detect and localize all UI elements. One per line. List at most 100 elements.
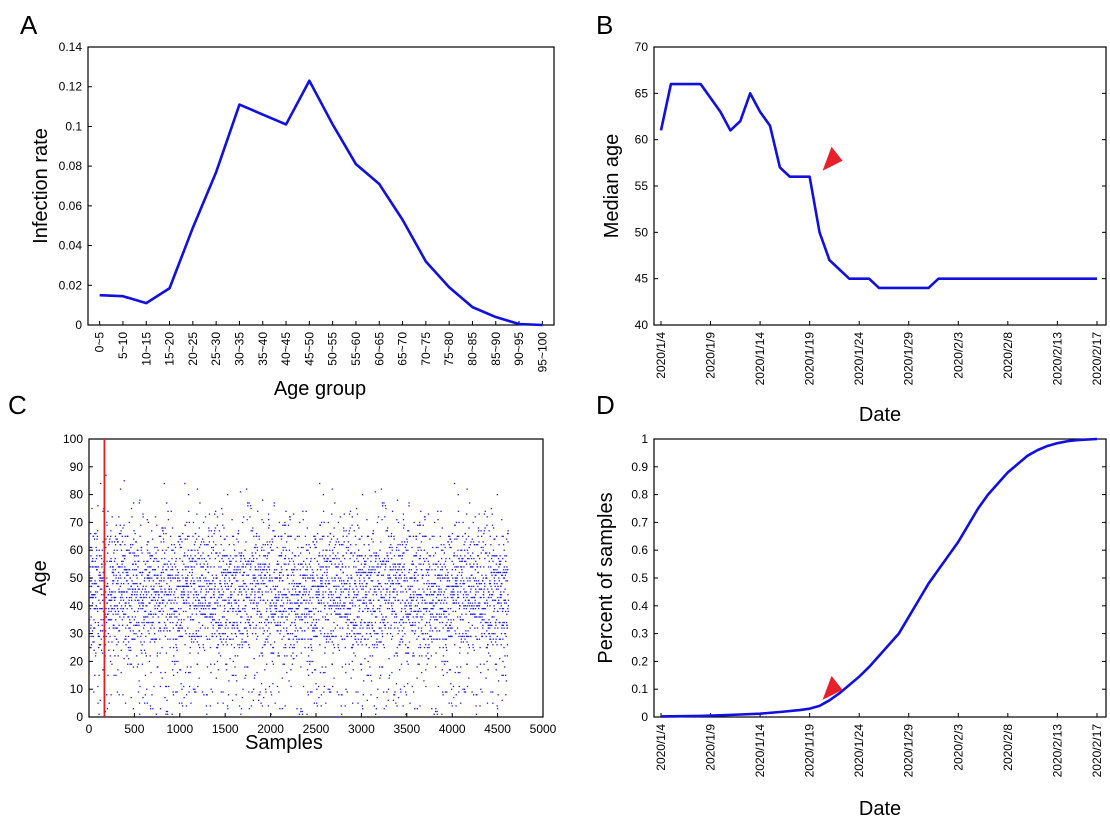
sample-point xyxy=(223,610,225,613)
sample-point xyxy=(292,652,294,654)
sample-point xyxy=(311,569,313,571)
sample-point xyxy=(333,635,335,638)
sample-point xyxy=(429,588,431,590)
sample-point xyxy=(225,638,228,640)
sample-point xyxy=(100,607,102,610)
sample-point xyxy=(472,646,474,649)
sample-point xyxy=(498,560,501,563)
sample-point xyxy=(128,627,130,629)
sample-point xyxy=(117,580,119,582)
sample-point xyxy=(356,574,358,576)
sample-point xyxy=(423,591,425,593)
sample-point xyxy=(277,535,280,537)
sample-point xyxy=(369,574,372,576)
sample-point xyxy=(156,607,159,610)
sample-point xyxy=(413,596,415,599)
sample-point xyxy=(338,605,340,607)
sample-point xyxy=(117,613,119,615)
sample-point xyxy=(453,552,455,554)
sample-point xyxy=(351,605,354,607)
x-tick-label: 15~20 xyxy=(163,332,177,366)
y-tick-label: 55 xyxy=(635,179,649,193)
sample-point xyxy=(106,521,108,524)
sample-point xyxy=(433,713,435,715)
sample-point xyxy=(450,541,453,543)
sample-point xyxy=(146,688,148,690)
sample-point xyxy=(314,669,317,671)
sample-point xyxy=(506,613,508,615)
sample-point xyxy=(91,566,93,568)
sample-point xyxy=(272,549,274,551)
sample-point xyxy=(484,527,486,529)
sample-point xyxy=(248,644,250,646)
sample-point xyxy=(483,602,486,604)
sample-point xyxy=(238,610,240,613)
sample-point xyxy=(339,516,342,518)
sample-point xyxy=(275,624,277,626)
sample-point xyxy=(290,607,292,610)
sample-point xyxy=(370,555,373,557)
sample-point xyxy=(301,602,303,604)
sample-point xyxy=(431,569,433,571)
sample-point xyxy=(214,582,216,585)
sample-point xyxy=(444,610,446,613)
sample-point xyxy=(150,638,152,640)
sample-point xyxy=(391,580,393,582)
sample-point xyxy=(421,569,423,571)
sample-point xyxy=(461,571,463,574)
sample-point xyxy=(125,571,127,574)
sample-point xyxy=(173,674,175,676)
sample-point xyxy=(254,594,256,596)
sample-point xyxy=(268,580,270,582)
sample-point xyxy=(278,594,280,596)
sample-point xyxy=(304,563,307,565)
sample-point xyxy=(154,594,157,596)
sample-point xyxy=(397,580,399,582)
sample-point xyxy=(154,599,156,601)
sample-point xyxy=(505,680,508,682)
sample-point xyxy=(318,552,321,554)
sample-point xyxy=(246,613,248,615)
sample-point xyxy=(195,630,197,632)
sample-point xyxy=(124,638,126,640)
sample-point xyxy=(158,560,160,563)
y-tick-label: 60 xyxy=(70,543,84,557)
sample-point xyxy=(435,546,438,549)
sample-point xyxy=(124,577,126,579)
sample-point xyxy=(371,627,374,629)
sample-point xyxy=(196,607,198,610)
sample-point xyxy=(472,552,474,554)
sample-point xyxy=(111,607,113,610)
sample-point xyxy=(232,535,235,537)
sample-point xyxy=(207,535,210,537)
sample-point xyxy=(181,635,183,638)
sample-point xyxy=(264,544,266,546)
sample-point xyxy=(112,571,114,574)
sample-point xyxy=(293,646,295,649)
sample-point xyxy=(118,630,120,632)
sample-point xyxy=(287,524,290,526)
sample-point xyxy=(148,577,150,579)
sample-point xyxy=(257,510,259,512)
sample-point xyxy=(499,563,501,565)
sample-point xyxy=(353,530,355,532)
sample-point xyxy=(402,552,404,554)
sample-point xyxy=(328,635,331,638)
sample-point xyxy=(238,599,240,601)
sample-point xyxy=(242,566,244,568)
sample-point xyxy=(376,616,378,618)
sample-point xyxy=(110,694,112,696)
sample-point xyxy=(205,594,207,596)
sample-point xyxy=(360,638,362,640)
sample-point xyxy=(451,591,454,593)
sample-point xyxy=(429,555,432,557)
sample-point xyxy=(165,713,167,715)
sample-point xyxy=(113,580,115,582)
sample-point xyxy=(366,674,368,676)
sample-point xyxy=(420,563,422,565)
sample-point xyxy=(297,563,300,565)
sample-point xyxy=(383,502,385,504)
sample-point xyxy=(459,582,461,585)
sample-point xyxy=(276,685,279,688)
sample-point xyxy=(342,571,345,574)
